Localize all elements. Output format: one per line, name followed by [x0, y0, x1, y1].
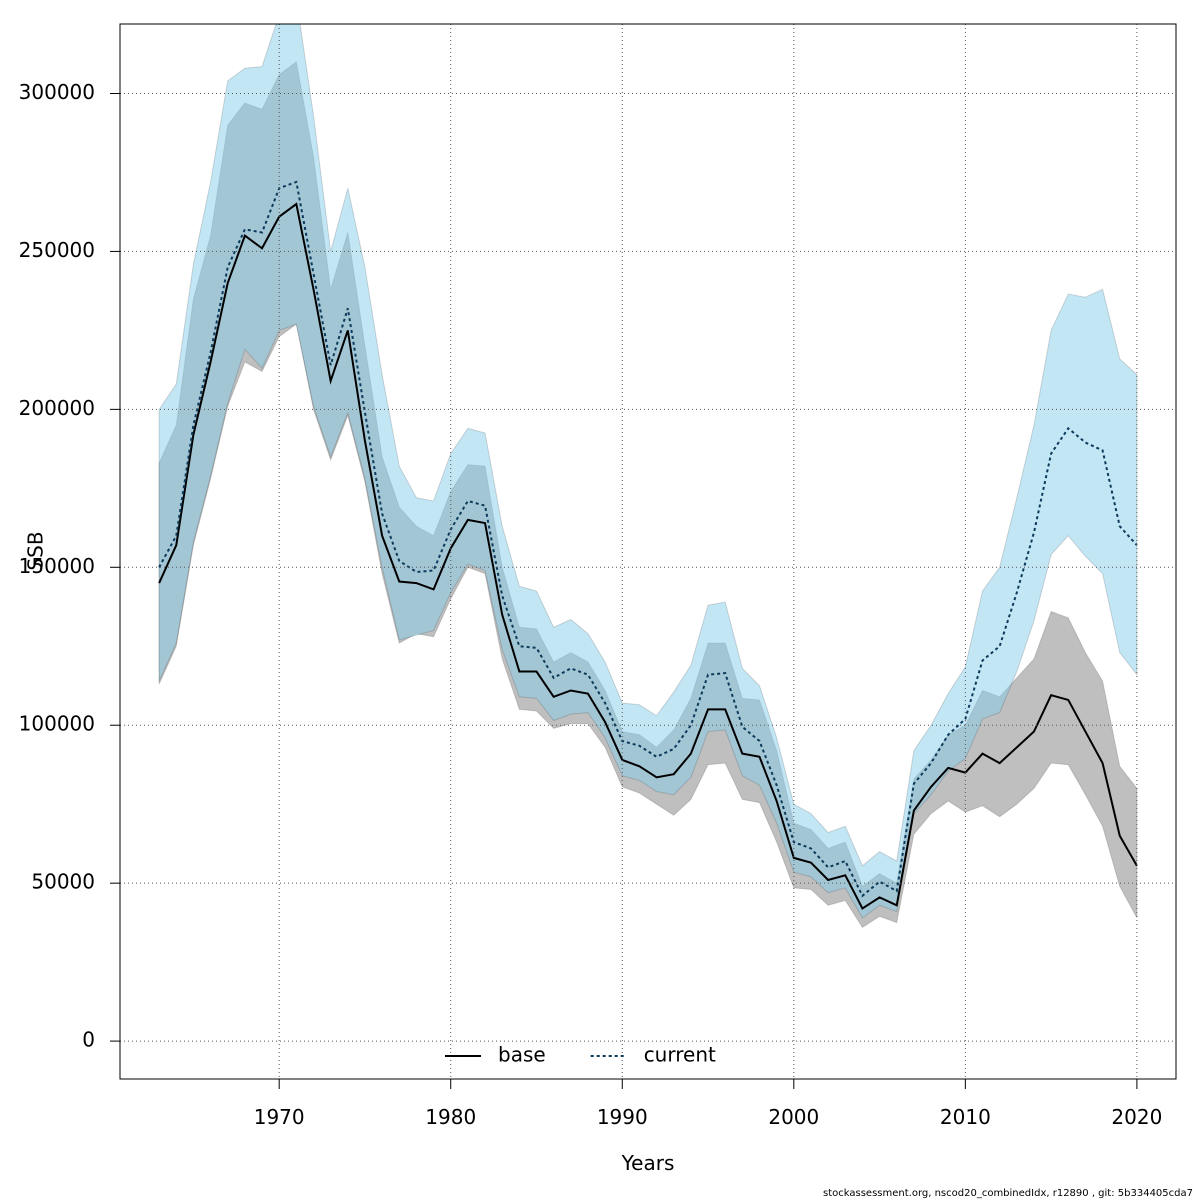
x-tick-label: 2000: [768, 1105, 819, 1129]
y-tick-label: 150000: [19, 554, 95, 578]
x-axis-label: Years: [621, 1151, 675, 1175]
plot-border: [119, 23, 1177, 1080]
series-line: [158, 202, 1138, 910]
legend-label: current: [644, 1043, 716, 1067]
legend-label: base: [498, 1043, 546, 1067]
series-line: [158, 180, 1138, 898]
plot-area: [158, 24, 1138, 929]
y-tick-label: 0: [82, 1028, 95, 1052]
y-tick-label: 50000: [31, 870, 95, 894]
y-axis-label: SSB: [24, 531, 48, 570]
y-tick-label: 100000: [19, 712, 95, 736]
y-tick-label: 200000: [19, 396, 95, 420]
x-tick-label: 2010: [940, 1105, 991, 1129]
x-tick-label: 1970: [254, 1105, 305, 1129]
y-tick-label: 300000: [19, 80, 95, 104]
y-tick-label: 250000: [19, 238, 95, 262]
x-tick-label: 1990: [597, 1105, 648, 1129]
x-tick-label: 2020: [1111, 1105, 1162, 1129]
x-tick-label: 1980: [425, 1105, 476, 1129]
confidence-band: [158, 24, 1138, 919]
footer: stockassessment.org, nscod20_combinedIdx…: [823, 1188, 1193, 1199]
